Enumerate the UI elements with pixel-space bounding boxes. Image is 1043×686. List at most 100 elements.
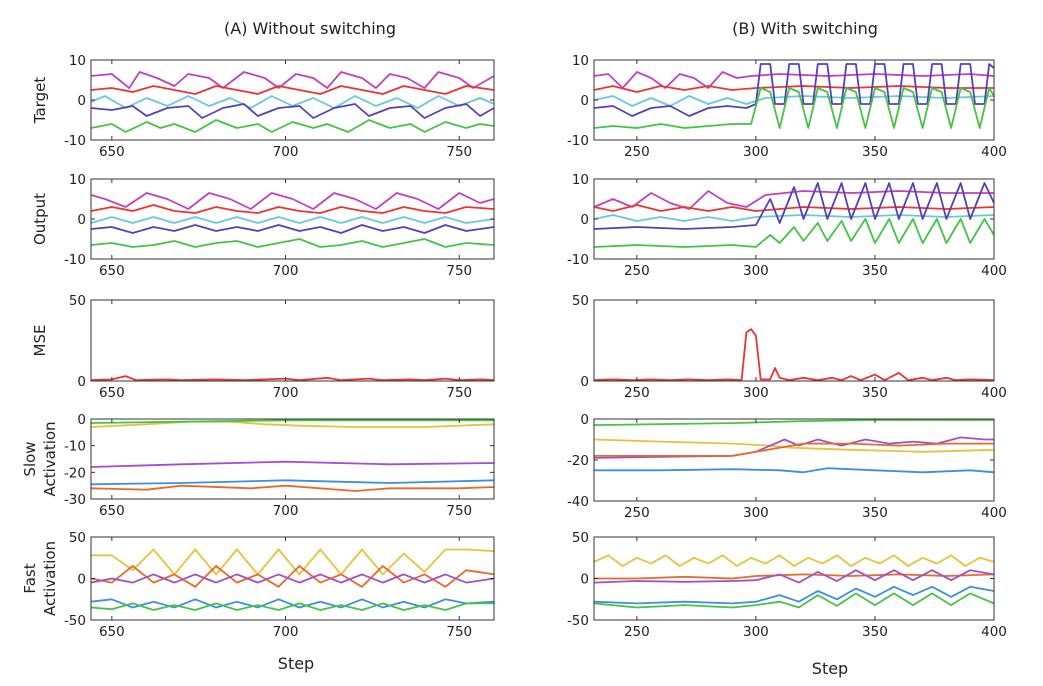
x-tick-label: 300 [743, 624, 769, 640]
series-line-1 [594, 419, 994, 426]
column-title-a: (A) Without switching [224, 19, 396, 38]
plot-frame [90, 418, 495, 500]
x-tick-label: 700 [273, 144, 299, 160]
series-line-4 [594, 182, 994, 230]
y-tick-label: 10 [69, 53, 86, 69]
series-line-3 [594, 95, 994, 107]
series-line-1 [91, 375, 494, 381]
x-tick-label: 350 [862, 263, 888, 279]
series-line-4 [91, 103, 494, 119]
series-line-5 [594, 87, 994, 129]
series-line-5 [91, 484, 494, 492]
y-tick-label: 50 [572, 530, 589, 546]
y-axis-label-line: Output [31, 193, 49, 245]
series-line-1 [91, 71, 494, 89]
panel-A-target: 650 700 750 10 0 -10 Target [31, 53, 495, 160]
series-line-2 [594, 573, 994, 580]
x-tick-label: 350 [862, 624, 888, 640]
series-group [91, 548, 494, 611]
y-tick-label: 0 [77, 412, 86, 428]
series-group [594, 63, 994, 129]
series-line-4 [594, 63, 994, 117]
y-tick-label: 0 [580, 212, 589, 228]
plot-frame [90, 299, 495, 382]
series-line-3 [91, 460, 494, 468]
series-group [91, 375, 494, 381]
series-group [91, 192, 494, 248]
x-tick-label: 750 [446, 144, 472, 160]
y-tick-label: 10 [572, 53, 589, 69]
x-tick-label: 400 [981, 144, 1007, 160]
x-tick-label: 250 [624, 505, 650, 521]
y-tick-label: -40 [567, 494, 589, 510]
y-tick-label: -50 [567, 613, 589, 629]
y-tick-label: 0 [580, 93, 589, 109]
panel-B-target: 250 300 350 400 10 0 -10 [567, 53, 1007, 160]
column-title-b: (B) With switching [732, 19, 878, 38]
series-line-2 [594, 204, 994, 212]
series-line-3 [594, 214, 994, 222]
x-tick-label: 300 [743, 263, 769, 279]
x-tick-label: 700 [273, 263, 299, 279]
y-tick-label: -20 [64, 465, 86, 481]
plot-frame [593, 299, 995, 382]
panel-B-mse: 250 300 350 400 50 0 [572, 293, 1007, 401]
series-line-3 [91, 216, 494, 224]
y-axis-label-line: Activation [41, 421, 59, 496]
y-tick-label: 10 [572, 172, 589, 188]
x-tick-label: 300 [743, 385, 769, 401]
x-tick-label: 250 [624, 263, 650, 279]
x-tick-label: 250 [624, 144, 650, 160]
panel-A-fast: 650 700 750 50 0 -50 Fast Activation [21, 530, 495, 640]
y-tick-label: -50 [64, 613, 86, 629]
series-line-1 [594, 71, 994, 89]
y-tick-label: 10 [69, 172, 86, 188]
series-line-4 [91, 479, 494, 486]
panel-B-slow: 250 300 350 400 0 -20 -40 [567, 412, 1007, 521]
y-tick-label: -10 [567, 133, 589, 149]
x-tick-label: 750 [446, 503, 472, 519]
series-line-4 [91, 224, 494, 234]
y-tick-label: 50 [69, 530, 86, 546]
x-tick-label: 650 [99, 385, 125, 401]
y-tick-label: 50 [69, 293, 86, 309]
y-axis-label-line: Slow [21, 441, 39, 476]
y-tick-label: 0 [77, 212, 86, 228]
x-axis-label-b: Step [812, 659, 848, 678]
series-group [594, 554, 994, 609]
x-tick-label: 750 [446, 263, 472, 279]
series-line-1 [91, 548, 494, 576]
series-line-2 [91, 419, 494, 424]
y-tick-label: 0 [77, 93, 86, 109]
y-axis-label: MSE [31, 325, 49, 357]
y-axis-label-line: MSE [31, 325, 49, 357]
y-tick-label: 50 [572, 293, 589, 309]
x-tick-label: 650 [99, 503, 125, 519]
x-tick-label: 650 [99, 144, 125, 160]
y-tick-label: 0 [77, 572, 86, 588]
x-tick-label: 350 [862, 385, 888, 401]
series-line-4 [594, 442, 994, 457]
series-line-2 [91, 85, 494, 95]
x-tick-label: 400 [981, 624, 1007, 640]
series-line-2 [91, 204, 494, 214]
series-group [91, 71, 494, 133]
series-line-2 [91, 565, 494, 588]
x-tick-label: 400 [981, 505, 1007, 521]
series-line-3 [594, 569, 994, 584]
series-group [594, 328, 994, 381]
series-line-5 [594, 218, 994, 248]
x-tick-label: 700 [273, 624, 299, 640]
series-group [594, 182, 994, 248]
series-line-1 [594, 554, 994, 567]
y-axis-label: Slow Activation [21, 421, 59, 496]
y-axis-label: Fast Activation [21, 541, 59, 616]
series-line-2 [594, 438, 994, 453]
panel-B-fast: 250 300 350 400 50 0 -50 [567, 530, 1007, 640]
x-tick-label: 750 [446, 624, 472, 640]
panel-A-mse: 650 700 750 50 0 MSE [31, 293, 495, 401]
series-line-4 [594, 585, 994, 605]
x-tick-label: 650 [99, 624, 125, 640]
series-group [594, 419, 994, 474]
x-axis-label-a: Step [278, 654, 314, 673]
